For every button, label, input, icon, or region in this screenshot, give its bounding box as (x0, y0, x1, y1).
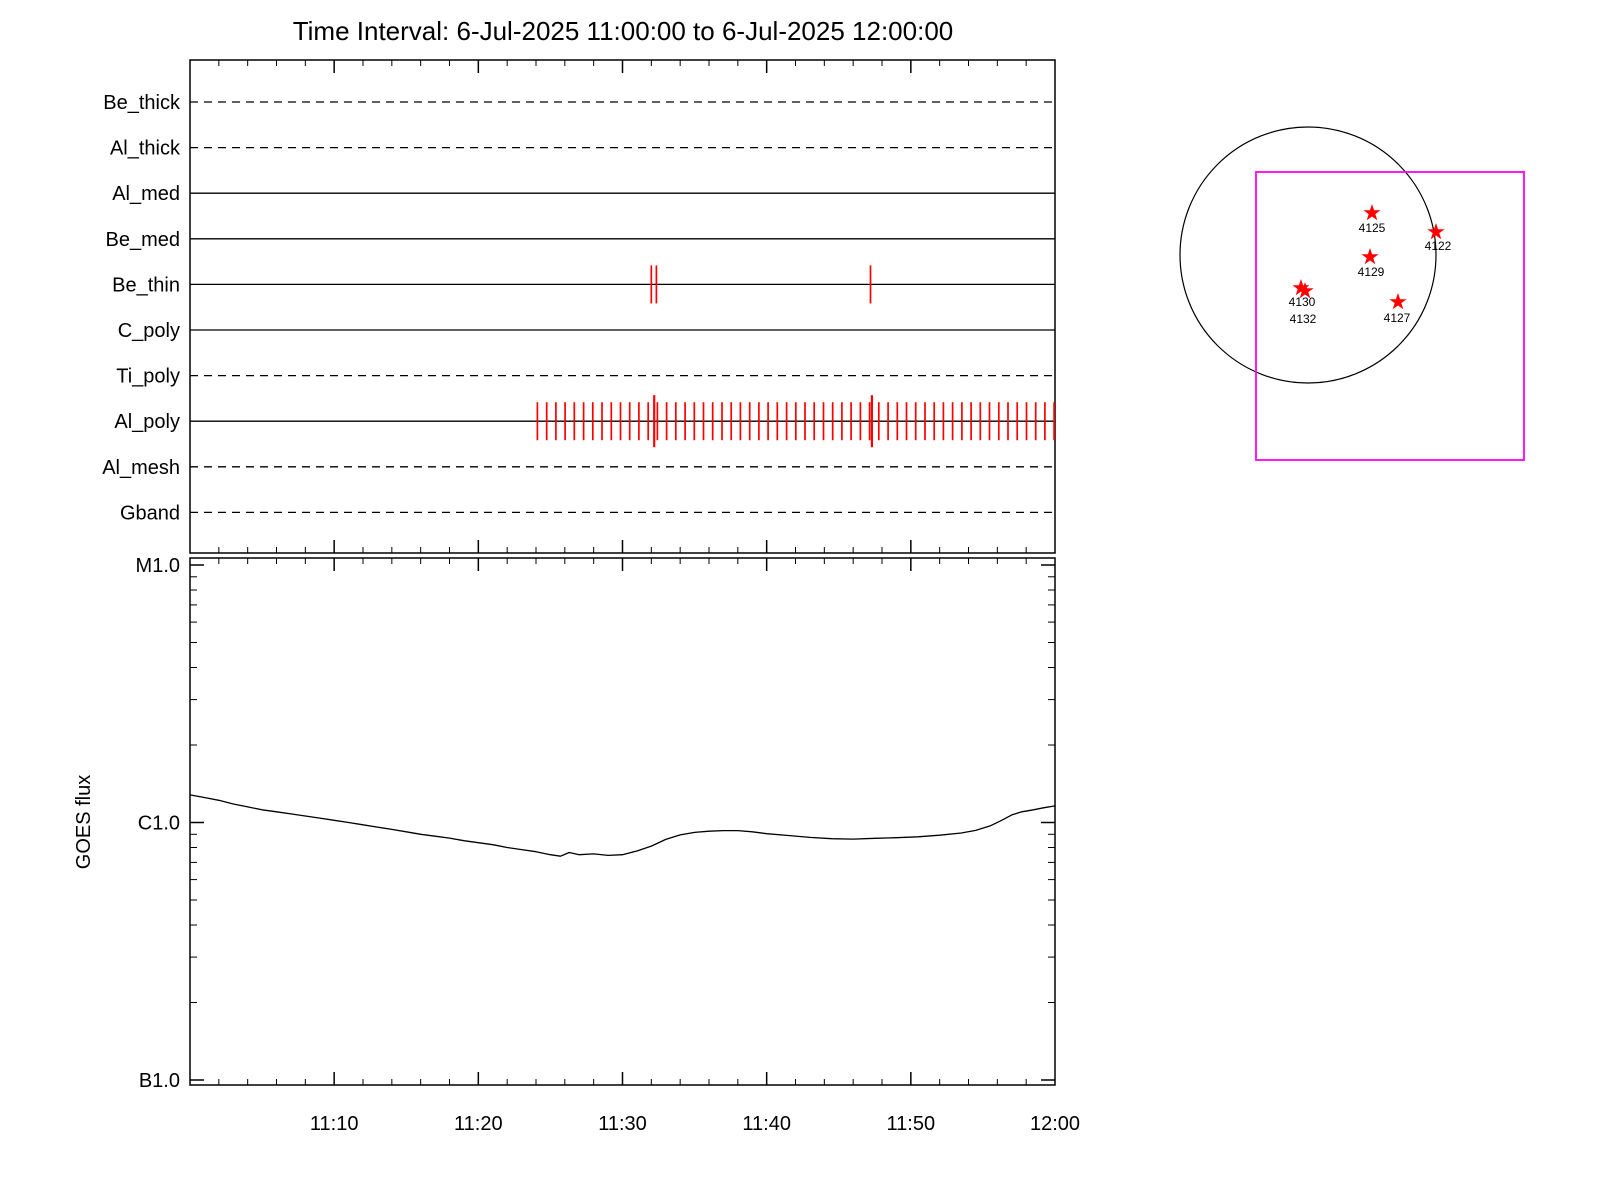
active-region-star-4125 (1363, 204, 1381, 221)
x-tick-label-12:00: 12:00 (1030, 1113, 1080, 1135)
filter-row-label-Al_thick: Al_thick (110, 138, 181, 160)
solar-disk-limb (1179, 126, 1437, 384)
x-tick-label-11:20: 11:20 (454, 1113, 503, 1135)
active-region-star-4129 (1361, 248, 1379, 265)
x-tick-label-11:40: 11:40 (742, 1113, 791, 1135)
filter-row-label-Gband: Gband (120, 502, 180, 524)
active-region-label-4127: 4127 (1384, 311, 1411, 325)
goes-panel-frame (189, 557, 1056, 1086)
filter-row-label-Al_mesh: Al_mesh (102, 457, 180, 479)
y-tick-label-B1.0: B1.0 (139, 1070, 180, 1092)
active-region-label-4122: 4122 (1425, 239, 1452, 253)
plot-title: Time Interval: 6-Jul-2025 11:00:00 to 6-… (292, 16, 954, 46)
filter-row-label-C_poly: C_poly (118, 320, 180, 342)
y-tick-label-M1.0: M1.0 (136, 555, 180, 577)
filter-row-label-Al_med: Al_med (112, 183, 180, 205)
filter-row-label-Be_thin: Be_thin (112, 274, 180, 296)
active-region-star-4127 (1389, 293, 1407, 310)
active-region-label-4125: 4125 (1359, 221, 1386, 235)
active-region-star-4132 (1296, 282, 1314, 299)
filter-panel-frame (189, 59, 1056, 554)
x-tick-label-11:10: 11:10 (310, 1113, 359, 1135)
active-region-label-4132: 4132 (1290, 312, 1317, 326)
filter-row-label-Be_med: Be_med (106, 229, 181, 251)
x-tick-label-11:30: 11:30 (598, 1113, 647, 1135)
goes-axis-title: GOES flux (73, 775, 95, 869)
active-region-label-4129: 4129 (1358, 265, 1385, 279)
active-region-star-4130 (1292, 279, 1310, 296)
filter-row-label-Al_poly: Al_poly (114, 411, 180, 433)
active-region-label-4130: 4130 (1289, 295, 1316, 309)
y-tick-label-C1.0: C1.0 (138, 813, 180, 835)
goes-flux-curve (189, 794, 1056, 857)
filter-row-label-Ti_poly: Ti_poly (116, 366, 180, 388)
x-tick-label-11:50: 11:50 (887, 1113, 936, 1135)
filter-row-label-Be_thick: Be_thick (103, 92, 181, 114)
fov-box (1255, 171, 1525, 461)
active-region-star-4122 (1427, 223, 1445, 240)
